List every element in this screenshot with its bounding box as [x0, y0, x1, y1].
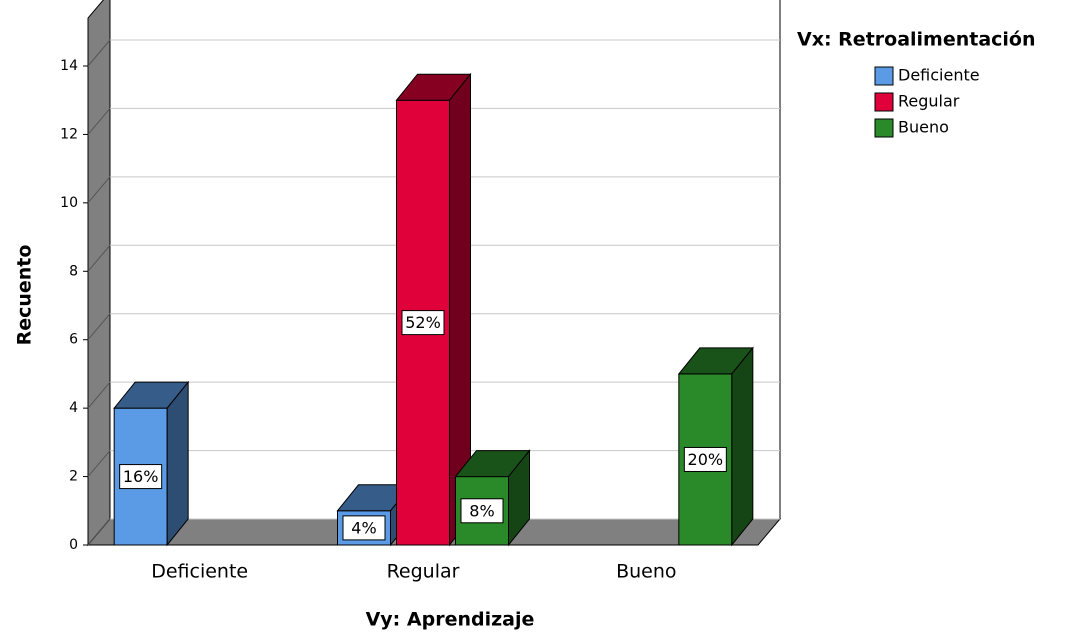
bar-side-shade — [508, 450, 530, 545]
grid-line — [87, 108, 111, 135]
legend-swatch — [874, 92, 894, 112]
value-label: 52% — [405, 313, 441, 332]
bar-top-shade — [455, 450, 530, 477]
bar-side-shade — [167, 382, 189, 545]
y-tick-label: 0 — [69, 537, 78, 553]
grid-line — [87, 39, 111, 67]
bar-side-shade — [449, 74, 471, 545]
bar-top-shade — [114, 382, 189, 409]
value-label-box — [683, 446, 727, 472]
value-label: 4% — [351, 518, 376, 537]
value-label-box — [401, 310, 445, 336]
y-tick-label: 6 — [69, 332, 78, 348]
y-tick-label: 8 — [69, 263, 78, 279]
bar — [113, 380, 190, 547]
bar — [454, 449, 531, 547]
y-tick-label: 12 — [60, 126, 78, 142]
legend-swatch — [874, 118, 894, 138]
grid-line — [87, 381, 111, 409]
value-label: 16% — [123, 467, 159, 486]
grid-line — [87, 313, 111, 341]
y-tick-label: 2 — [69, 469, 78, 485]
bar-top-shade — [337, 484, 412, 511]
value-label-box — [119, 464, 163, 490]
y-tick-label: 10 — [60, 195, 78, 211]
y-axis-title: Recuento — [14, 245, 36, 346]
value-label-box — [460, 498, 504, 524]
grid-line — [87, 244, 111, 272]
x-axis-title: Vy: Aprendizaje — [366, 609, 535, 631]
grid-line — [87, 450, 111, 477]
x-tick-label: Bueno — [616, 561, 676, 583]
grid-line — [87, 176, 111, 204]
value-label-box — [342, 515, 386, 541]
y-tick-label: 14 — [60, 58, 78, 74]
legend-label: Deficiente — [898, 66, 980, 85]
legend-label: Regular — [898, 92, 960, 111]
x-tick-label: Regular — [387, 561, 460, 583]
y-tick-label: 4 — [69, 400, 78, 416]
bar — [677, 346, 754, 547]
x-tick-label: Deficiente — [151, 561, 248, 583]
value-label: 8% — [469, 501, 494, 520]
grid-line — [87, 518, 111, 546]
legend-title: Vx: Retroalimentación — [797, 29, 1036, 51]
bar-side-shade — [731, 347, 753, 545]
value-label: 20% — [688, 450, 724, 469]
bar-top-shade — [678, 347, 753, 374]
legend-swatch — [874, 66, 894, 86]
bar-top-shade — [396, 74, 471, 101]
legend-label: Bueno — [898, 118, 949, 137]
